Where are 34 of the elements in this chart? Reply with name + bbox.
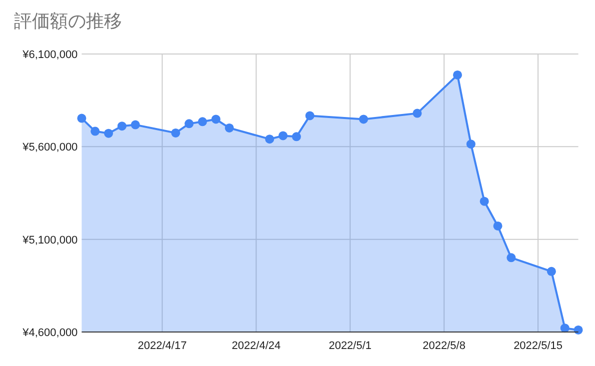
point [480,196,489,206]
chart-title: 評価額の推移 [14,11,122,31]
point [506,253,516,262]
point [104,128,114,138]
point [224,123,234,132]
point [546,266,556,276]
point [265,134,274,144]
point [453,70,462,80]
point [359,114,368,124]
y-tick-label: ¥5,600,000 [22,142,78,154]
point [130,120,140,130]
y-tick-label: ¥6,100,000 [22,49,78,61]
y-tick-label: ¥5,100,000 [22,234,78,246]
point [278,131,288,140]
x-tick-label: 2022/5/8 [422,340,466,352]
point [117,122,126,131]
point [171,128,180,138]
point [292,132,301,142]
point [574,325,583,334]
x-tick-label: 2022/5/15 [514,340,563,352]
point [198,117,207,126]
x-tick-label: 2022/4/17 [138,340,187,352]
x-tick-label: 2022/4/24 [232,340,281,352]
y-tick-label: ¥4,600,000 [22,327,78,339]
point [184,119,194,128]
point [560,324,570,333]
point [412,108,422,118]
point [90,126,100,136]
point [77,114,86,123]
point [305,111,314,120]
point [493,221,502,230]
point [466,140,476,149]
point [211,114,220,124]
x-tick-label: 2022/5/1 [328,340,372,352]
